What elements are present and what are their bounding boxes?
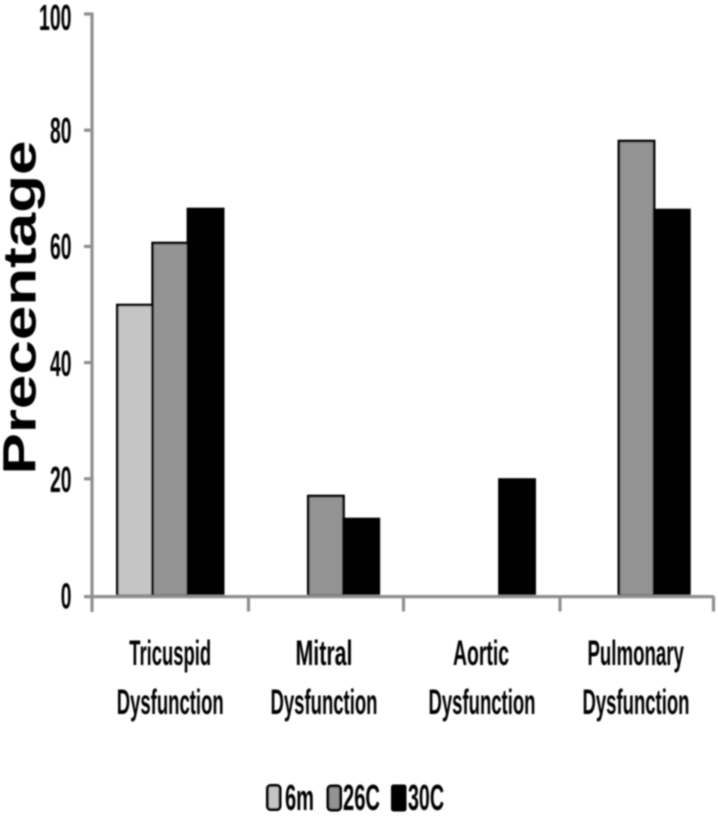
svg-text:Precentage: Precentage <box>0 141 46 475</box>
svg-text:Pulmonary: Pulmonary <box>587 634 684 673</box>
svg-text:60: 60 <box>50 226 72 267</box>
svg-text:Mitral: Mitral <box>296 634 353 673</box>
svg-text:20: 20 <box>50 459 72 500</box>
svg-text:40: 40 <box>50 343 72 384</box>
svg-text:6m: 6m <box>285 777 314 816</box>
svg-text:Tricuspid: Tricuspid <box>129 634 211 673</box>
svg-text:Dysfunction: Dysfunction <box>117 683 224 722</box>
svg-text:Dysfunction: Dysfunction <box>583 683 690 722</box>
svg-text:Aortic: Aortic <box>453 634 509 673</box>
svg-text:100: 100 <box>39 0 72 38</box>
svg-text:0: 0 <box>61 576 72 617</box>
svg-text:Dysfunction: Dysfunction <box>271 683 378 722</box>
svg-text:26C: 26C <box>343 777 380 816</box>
svg-text:80: 80 <box>50 110 72 151</box>
svg-text:Dysfunction: Dysfunction <box>429 683 536 722</box>
svg-text:30C: 30C <box>408 777 444 816</box>
